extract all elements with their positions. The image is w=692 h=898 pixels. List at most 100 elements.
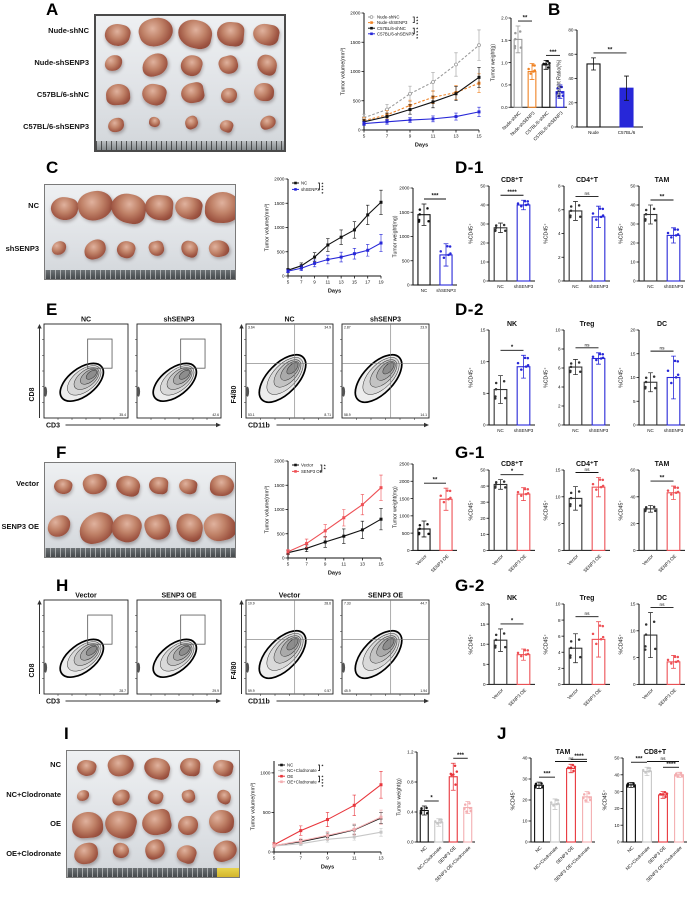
svg-text:19: 19 xyxy=(378,280,384,285)
svg-text:6: 6 xyxy=(558,207,561,212)
svg-text:DC: DC xyxy=(657,595,667,602)
panel-label-j: J xyxy=(497,724,507,743)
svg-text:F4/80: F4/80 xyxy=(231,661,238,679)
svg-text:Tumor volume(mm³): Tumor volume(mm³) xyxy=(251,782,257,830)
svg-text:50: 50 xyxy=(614,756,620,761)
svg-text:%CD45⁺: %CD45⁺ xyxy=(619,223,625,244)
chart-a-tumor-weight-bar: 0.0 0.5 1.0 1.5 2.0 Tumor weight(g) Nude-shNC N… xyxy=(488,12,570,154)
svg-text:8: 8 xyxy=(558,347,561,352)
tumor-specimen xyxy=(139,80,169,108)
panel-label-i: I xyxy=(64,724,70,743)
svg-text:Treg: Treg xyxy=(580,321,595,328)
svg-text:CD3: CD3 xyxy=(46,699,60,706)
tumor-specimen xyxy=(209,474,235,497)
panel-label-a: A xyxy=(46,0,59,19)
svg-text:CD4⁺T: CD4⁺T xyxy=(576,177,599,184)
tumor-specimen xyxy=(76,789,90,802)
svg-text:ns: ns xyxy=(568,757,574,762)
svg-text:60: 60 xyxy=(630,468,636,473)
svg-text:5: 5 xyxy=(287,280,290,285)
tumor-specimen xyxy=(47,513,72,539)
tumor-specimen xyxy=(82,238,108,261)
svg-text:shSENP3: shSENP3 xyxy=(589,284,609,289)
svg-text:20: 20 xyxy=(630,241,636,246)
svg-text:1.5: 1.5 xyxy=(501,38,508,43)
svg-text:50: 50 xyxy=(480,184,486,189)
chart-d1-tam-bar: 0 10 20 30 40 50 TAM %CD45⁺ NC shSENP3 ** xyxy=(616,174,688,292)
svg-text:0: 0 xyxy=(525,840,528,845)
svg-text:1.2: 1.2 xyxy=(407,750,414,755)
svg-text:Nude: Nude xyxy=(588,130,599,135)
svg-text:0: 0 xyxy=(558,548,561,553)
svg-text:Treg: Treg xyxy=(580,595,595,602)
svg-text:*: * xyxy=(322,764,324,770)
svg-text:CD11b: CD11b xyxy=(248,423,270,430)
svg-text:0: 0 xyxy=(558,423,561,428)
chart-g1-tam-bar: 0 20 40 60 TAM %CD45⁺ Vector SENP3 OE ** xyxy=(616,458,688,580)
svg-text:7: 7 xyxy=(300,280,303,285)
svg-text:***: *** xyxy=(635,757,643,763)
svg-text:20: 20 xyxy=(630,328,636,333)
svg-text:ns: ns xyxy=(660,757,666,762)
svg-text:Nude-shSENP3: Nude-shSENP3 xyxy=(377,20,408,25)
svg-text:***: *** xyxy=(457,753,465,759)
svg-text:14.1: 14.1 xyxy=(420,413,427,417)
tumor-photo-panel-a: Nude-shNC Nude-shSENP3 C57BL/6-shNC C57BL/6… xyxy=(4,14,286,152)
tumor-specimen xyxy=(173,194,204,222)
svg-text:Tumor volume(mm³): Tumor volume(mm³) xyxy=(341,47,347,95)
svg-text:20: 20 xyxy=(480,241,486,246)
tumor-specimen xyxy=(75,509,117,546)
svg-text:0: 0 xyxy=(571,125,574,130)
svg-text:40: 40 xyxy=(614,773,620,778)
svg-text:***: *** xyxy=(543,772,551,778)
svg-text:%CD45⁺: %CD45⁺ xyxy=(544,634,550,655)
svg-text:*: * xyxy=(322,781,324,787)
chart-g2-dc-bar: 0 5 10 15 DC %CD45⁺ Vector SENP3 OE ns xyxy=(616,592,688,714)
svg-text:4: 4 xyxy=(558,650,561,655)
panel-label-d2: D-2 xyxy=(455,300,484,319)
svg-text:13: 13 xyxy=(453,134,459,139)
svg-text:NC: NC xyxy=(534,845,543,854)
svg-text:CD8: CD8 xyxy=(29,663,36,677)
tumor-specimen xyxy=(210,837,239,864)
tumor-specimen xyxy=(108,510,145,545)
svg-text:8: 8 xyxy=(558,184,561,189)
tumor-specimen xyxy=(111,841,131,860)
svg-text:500: 500 xyxy=(277,249,285,254)
tumor-specimen xyxy=(141,511,173,543)
svg-text:42.6: 42.6 xyxy=(212,413,219,417)
svg-text:NK: NK xyxy=(507,321,517,328)
tumor-specimen xyxy=(148,116,161,129)
svg-text:13: 13 xyxy=(360,562,366,567)
chart-b-weight-ratio-bar: 0 20 40 60 80 Weight Ratio(%) Nude C57BL/6 ** xyxy=(554,24,646,138)
tumor-photo-panel-c: NC shSENP3 xyxy=(0,184,236,280)
svg-text:1.0: 1.0 xyxy=(501,60,508,65)
flow-h-f480-cd11b: Vector 10.9 28.6 59.9 0.57 SENP3 OE 7.33 44.7 45… xyxy=(230,590,432,706)
svg-text:shSENP3: shSENP3 xyxy=(301,187,320,192)
svg-text:15: 15 xyxy=(630,351,636,356)
tumor-specimen xyxy=(71,810,104,839)
svg-text:NC: NC xyxy=(81,317,91,324)
svg-text:4: 4 xyxy=(558,385,561,390)
svg-text:500: 500 xyxy=(402,531,410,536)
svg-text:SENP3 OE: SENP3 OE xyxy=(430,554,450,574)
svg-text:%CD45⁺: %CD45⁺ xyxy=(544,223,550,244)
svg-text:15: 15 xyxy=(555,468,561,473)
chart-d1-cd4t-bar: 0 2 4 6 8 CD4⁺T %CD45⁺ NC shSENP3 ns xyxy=(541,174,613,292)
svg-text:Tumor weight(g): Tumor weight(g) xyxy=(491,44,497,82)
svg-text:NC+Clodronate: NC+Clodronate xyxy=(287,768,317,773)
svg-text:1000: 1000 xyxy=(274,225,285,230)
svg-text:1000: 1000 xyxy=(350,69,361,74)
svg-text:5: 5 xyxy=(633,655,636,660)
svg-text:%CD45⁺: %CD45⁺ xyxy=(619,634,625,655)
tumor-specimen xyxy=(102,807,139,841)
svg-text:***: *** xyxy=(431,194,439,200)
svg-text:1500: 1500 xyxy=(399,496,410,501)
tumor-row-label: SENP3 OE xyxy=(1,522,39,531)
tumor-specimen xyxy=(51,240,68,256)
svg-text:34.9: 34.9 xyxy=(324,326,331,330)
svg-text:0.0: 0.0 xyxy=(407,840,414,845)
tumor-photo-i xyxy=(66,750,240,878)
svg-text:SENP3 OE: SENP3 OE xyxy=(161,593,196,600)
svg-text:%CD45⁺: %CD45⁺ xyxy=(619,367,625,388)
